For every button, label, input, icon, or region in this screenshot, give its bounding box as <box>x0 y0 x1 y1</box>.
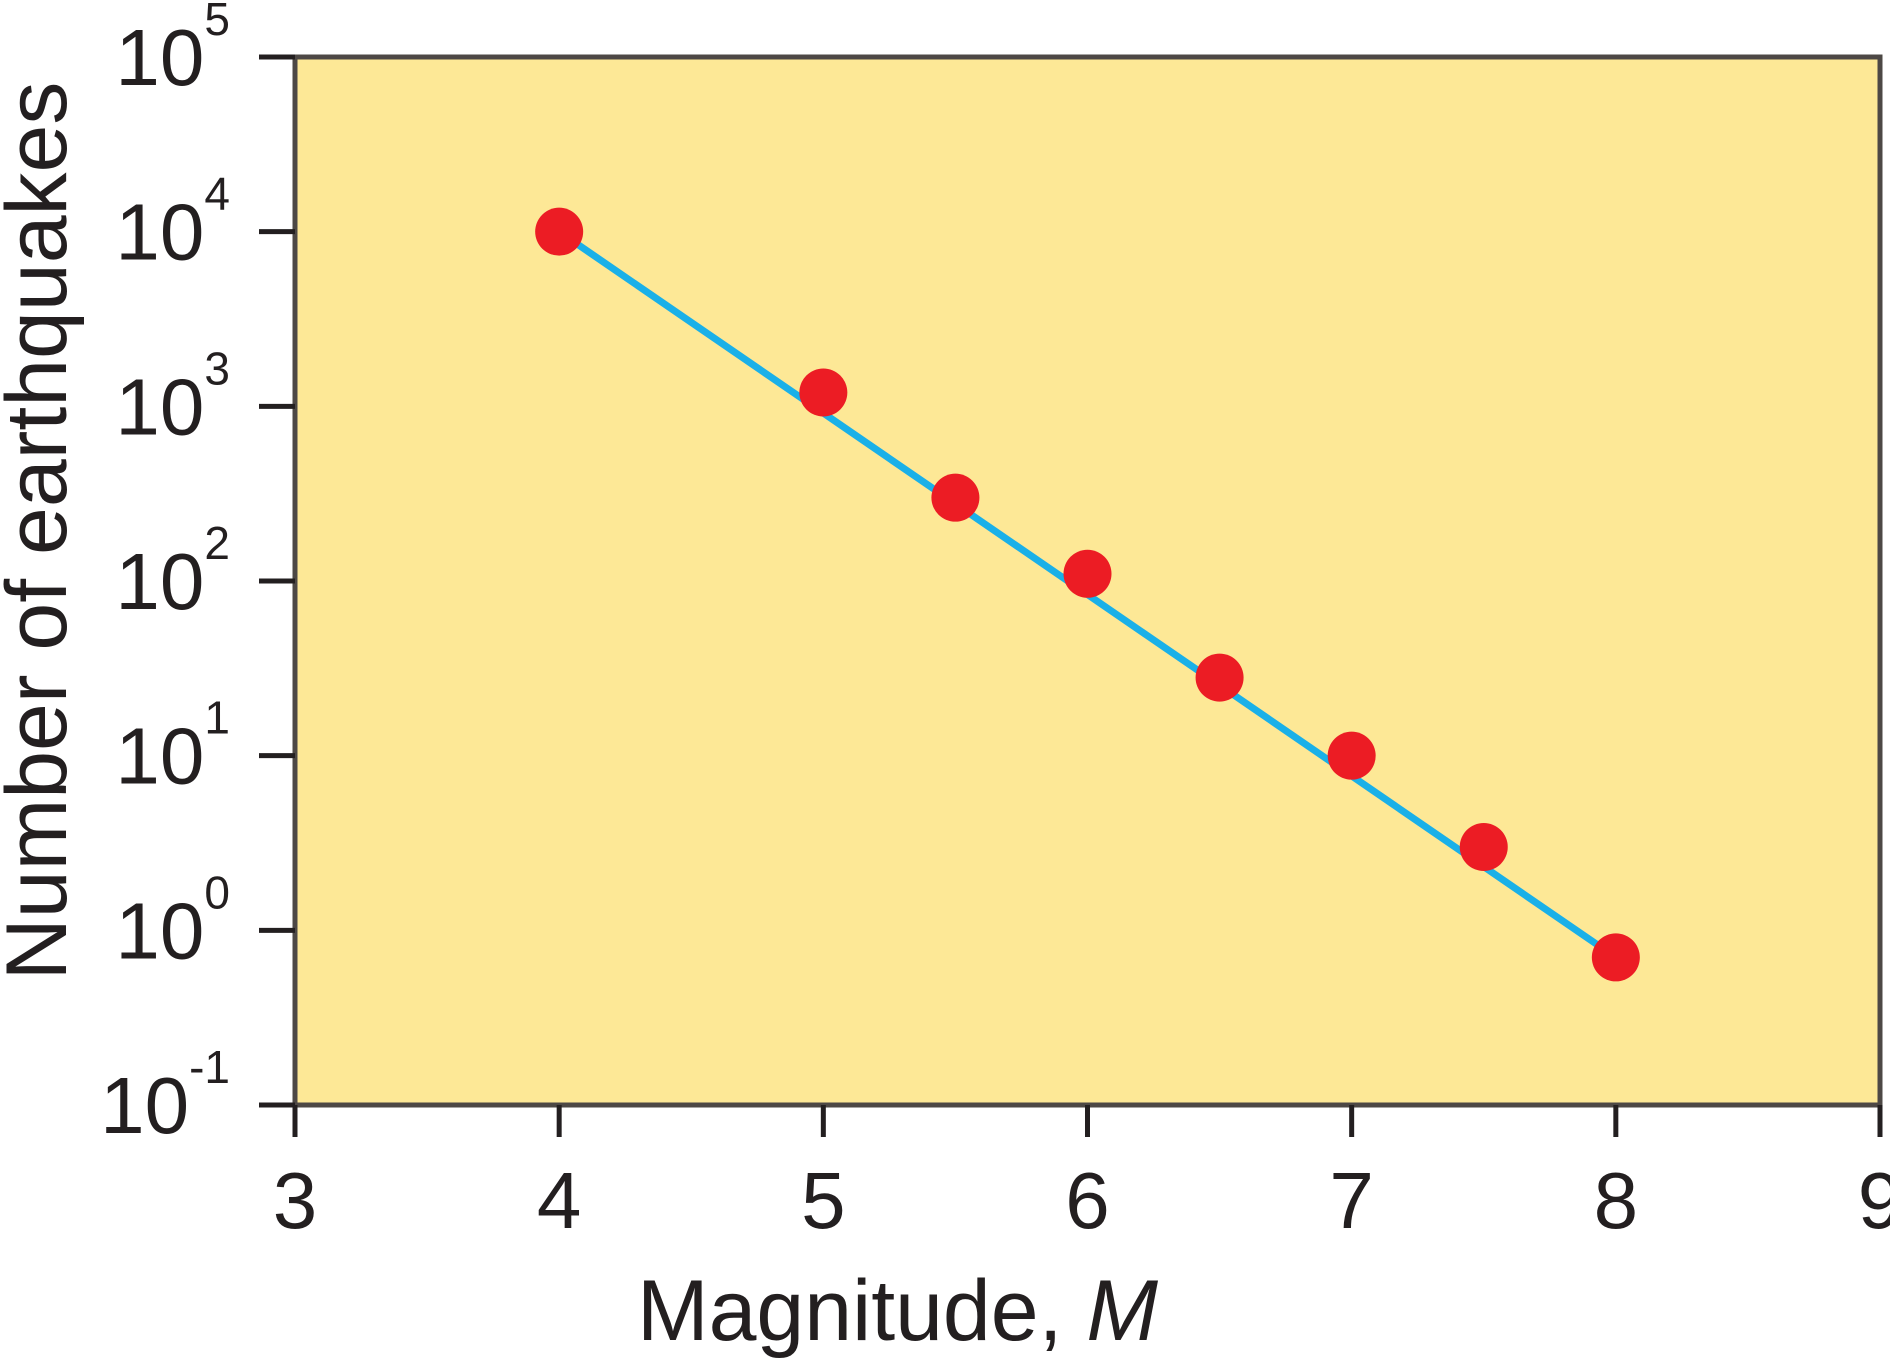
x-tick-label: 7 <box>1329 1156 1374 1245</box>
data-point <box>1063 549 1112 598</box>
x-axis-title-text: Magnitude, <box>637 1263 1086 1359</box>
x-tick-label: 3 <box>273 1156 318 1245</box>
y-tick-label: 10-1 <box>100 1041 230 1150</box>
y-tick-exponent: 3 <box>204 342 230 394</box>
y-tick-label: 100 <box>115 866 230 975</box>
x-tick-label: 6 <box>1065 1156 1110 1245</box>
data-point <box>931 473 980 522</box>
x-tick-label: 8 <box>1594 1156 1639 1245</box>
x-tick-label: 9 <box>1858 1156 1890 1245</box>
data-point <box>1195 653 1244 702</box>
x-axis: 3 4 5 6 7 8 9 <box>273 1105 1890 1245</box>
data-point <box>1327 731 1376 780</box>
data-point <box>1459 822 1508 871</box>
x-tick-label: 5 <box>801 1156 846 1245</box>
y-tick-label: 102 <box>115 517 230 626</box>
y-tick-base: 10 <box>115 188 204 277</box>
y-tick-exponent: 2 <box>204 517 230 569</box>
y-tick-exponent: 1 <box>204 692 230 744</box>
x-tick-label: 4 <box>537 1156 582 1245</box>
y-tick-label: 101 <box>115 692 230 801</box>
y-tick-base: 10 <box>115 537 204 626</box>
data-point <box>799 368 848 417</box>
data-point <box>535 207 584 256</box>
y-tick-exponent: 5 <box>204 0 230 45</box>
y-tick-base: 10 <box>115 712 204 801</box>
y-tick-base: 10 <box>100 1061 189 1150</box>
y-tick-exponent: 0 <box>204 866 230 918</box>
y-tick-base: 10 <box>115 362 204 451</box>
data-point <box>1591 933 1640 982</box>
y-tick-label: 105 <box>115 0 230 102</box>
y-tick-exponent: 4 <box>204 168 230 220</box>
x-axis-title-variable: M <box>1086 1263 1158 1359</box>
series-layer <box>535 207 1640 982</box>
y-tick-label: 104 <box>115 168 230 277</box>
y-tick-label: 103 <box>115 342 230 451</box>
y-axis-title: Number of earthquakes <box>0 82 85 981</box>
y-tick-base: 10 <box>115 13 204 102</box>
x-axis-title: Magnitude, M <box>637 1263 1158 1359</box>
y-tick-base: 10 <box>115 886 204 975</box>
y-tick-exponent: -1 <box>189 1041 230 1093</box>
